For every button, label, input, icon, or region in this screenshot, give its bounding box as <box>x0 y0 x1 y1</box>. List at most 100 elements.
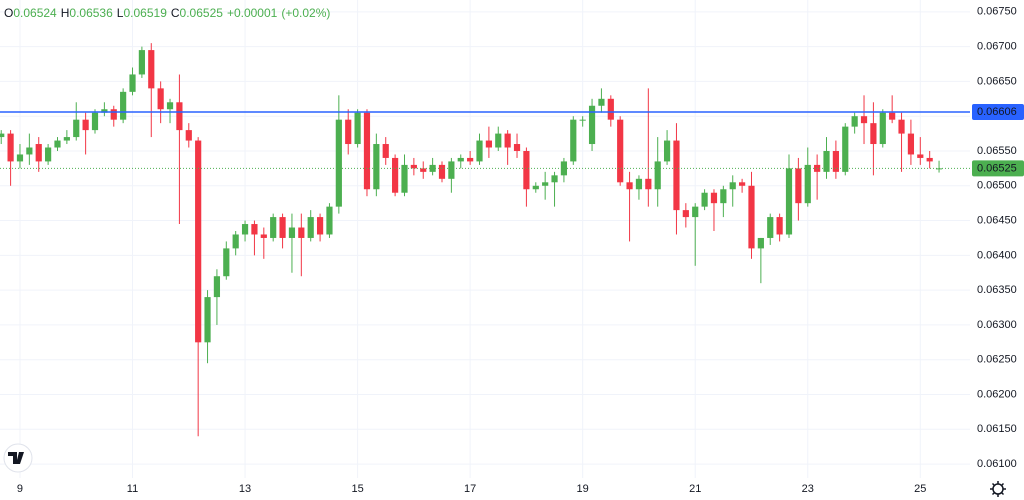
y-tick-label: 0.06650 <box>977 75 1017 87</box>
candle-body <box>232 234 239 249</box>
legend-key: H <box>60 6 70 20</box>
candle-body <box>795 168 802 204</box>
legend-value: 0.06536 <box>69 6 113 20</box>
x-tick-label: 15 <box>351 483 363 495</box>
candle-body <box>223 248 230 277</box>
x-tick-label: 13 <box>239 483 251 495</box>
candle-body <box>588 105 596 145</box>
y-tick-label: 0.06200 <box>977 388 1017 400</box>
candle-body <box>551 175 558 183</box>
candle-body <box>401 164 408 193</box>
candle-body <box>63 137 70 141</box>
candle-body <box>692 206 699 218</box>
candle-body <box>213 276 221 298</box>
candle-body <box>570 119 577 162</box>
candle-body <box>260 234 267 238</box>
y-tick-label: 0.06100 <box>977 458 1017 470</box>
x-tick-label: 21 <box>689 483 701 495</box>
candle-body <box>851 116 858 127</box>
x-tick-label: 25 <box>914 483 926 495</box>
candle-body <box>54 140 61 148</box>
candle-body <box>354 112 361 145</box>
y-tick-label: 0.06150 <box>977 423 1017 435</box>
candle-body <box>26 147 33 155</box>
legend-change-pct: (+0.02%) <box>281 6 331 20</box>
tv-logo <box>3 443 33 473</box>
candle-body <box>898 119 905 134</box>
hline-label: 0.06606 <box>977 106 1017 118</box>
candle-body <box>270 217 277 238</box>
candle-body <box>316 217 324 235</box>
candle-body <box>0 133 5 138</box>
y-tick-label: 0.06400 <box>977 249 1017 261</box>
candle-body <box>298 227 305 238</box>
candle-body <box>438 164 446 179</box>
candle-body <box>542 182 549 186</box>
x-tick-label: 19 <box>577 483 589 495</box>
candle-body <box>710 192 718 204</box>
candle-body <box>757 237 764 249</box>
y-tick-label: 0.06550 <box>977 145 1017 157</box>
candle-body <box>523 150 530 190</box>
candle-body <box>392 157 399 193</box>
candle-body <box>45 147 52 162</box>
candle-body <box>157 88 164 110</box>
candle-body <box>842 126 849 172</box>
candle-body <box>448 161 455 179</box>
candle-body <box>204 297 211 343</box>
x-tick-label: 23 <box>802 483 814 495</box>
hline-label-box <box>972 104 1024 121</box>
candle-body <box>635 178 643 190</box>
candle-body <box>579 119 586 121</box>
candle-body <box>504 133 511 148</box>
candle-body <box>410 164 417 169</box>
candle-body <box>251 224 258 235</box>
candle-body <box>485 140 492 148</box>
candle-body <box>720 189 727 204</box>
candle-body <box>241 224 249 235</box>
y-tick-label: 0.06450 <box>977 214 1017 226</box>
candle-body <box>832 150 839 172</box>
candle-body <box>617 119 624 183</box>
candle-body <box>926 157 933 162</box>
candle-body <box>889 112 896 120</box>
candle-body <box>420 168 427 172</box>
y-tick-label: 0.06300 <box>977 319 1017 331</box>
candle-body <box>701 192 708 207</box>
candle-body <box>495 133 502 148</box>
candle-body <box>673 140 680 211</box>
candle-body <box>785 168 793 235</box>
candle-body <box>73 119 80 138</box>
y-tick-label: 0.06350 <box>977 284 1017 296</box>
ohlc-legend: O0.06524 H0.06536 L0.06519 C0.06525 +0.00001… <box>4 6 330 20</box>
candle-body <box>16 154 24 162</box>
candle-body <box>645 178 652 190</box>
candle-body <box>363 112 371 190</box>
x-tick-label: 11 <box>127 483 138 495</box>
y-tick-label: 0.06750 <box>977 6 1017 18</box>
x-tick-label: 17 <box>464 483 476 495</box>
candle-body <box>345 119 352 145</box>
legend-value: 0.06519 <box>123 6 167 20</box>
candle-body <box>279 217 286 238</box>
candle-body <box>138 50 145 75</box>
candle-body <box>35 144 42 162</box>
candle-body <box>176 102 183 131</box>
candle-body <box>513 144 521 151</box>
candle-body <box>129 74 136 92</box>
legend-key: O <box>4 6 14 20</box>
x-tick-label: 9 <box>17 483 23 495</box>
candle-body <box>307 217 314 238</box>
candle-body <box>776 217 783 235</box>
y-tick-label: 0.06500 <box>977 180 1017 192</box>
candle-body <box>7 133 14 162</box>
candle-body <box>767 217 774 238</box>
candle-body <box>879 112 886 145</box>
settings-icon[interactable] <box>990 481 1006 497</box>
candle-body <box>335 119 342 207</box>
candle-body <box>467 157 474 162</box>
legend-value: 0.06525 <box>179 6 223 20</box>
candle-body <box>860 116 868 124</box>
